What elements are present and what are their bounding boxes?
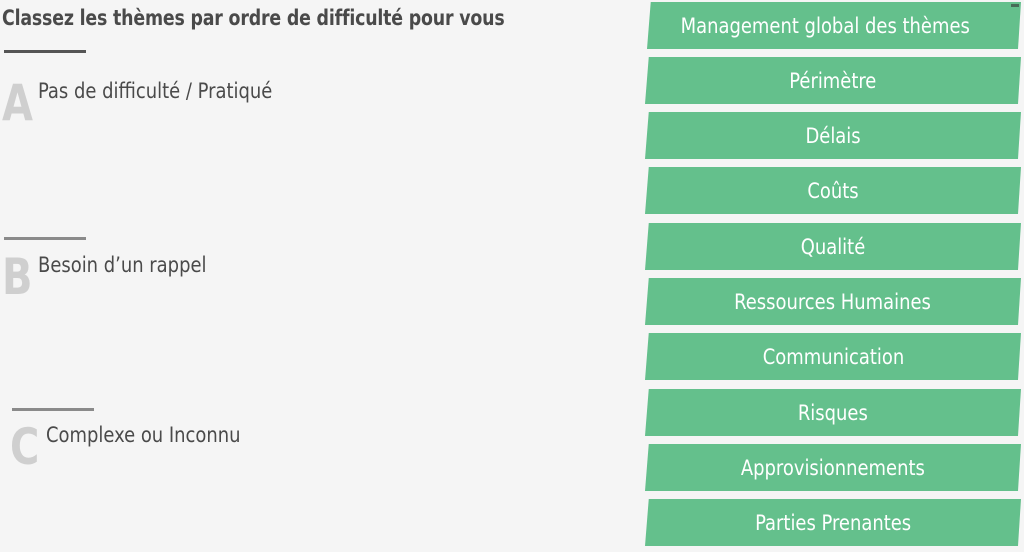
theme-card-communication[interactable]: Communication: [645, 333, 1021, 380]
theme-card-label: Délais: [805, 123, 861, 148]
category-letter-a: A: [2, 74, 33, 132]
category-label-a: Pas de difficulté / Pratiqué: [38, 79, 273, 103]
title-underline: [4, 50, 86, 53]
theme-card-label: Parties Prenantes: [754, 510, 912, 535]
theme-card-label: Risques: [797, 400, 868, 425]
category-letter-c: C: [10, 418, 40, 476]
theme-card-label: Coûts: [807, 178, 859, 203]
theme-card-ressources-humaines[interactable]: Ressources Humaines: [645, 278, 1021, 325]
theme-card-label: Management global des thèmes: [680, 13, 970, 38]
theme-card-label: Périmètre: [789, 68, 877, 93]
theme-card-management-global[interactable]: Management global des thèmes: [647, 2, 1021, 49]
category-label-b: Besoin d’un rappel: [38, 253, 207, 277]
theme-card-risques[interactable]: Risques: [645, 389, 1021, 436]
category-c: C Complexe ou Inconnu: [10, 422, 251, 472]
category-letter-b: B: [2, 248, 33, 306]
theme-card-approvisionnements[interactable]: Approvisionnements: [645, 444, 1021, 491]
theme-card-couts[interactable]: Coûts: [645, 167, 1021, 214]
card-corner-mark: [1011, 4, 1019, 7]
theme-card-label: Communication: [762, 344, 904, 369]
category-c-divider: [12, 408, 94, 411]
category-b-divider: [4, 237, 86, 240]
page-title: Classez les thèmes par ordre de difficul…: [2, 6, 505, 30]
theme-card-delais[interactable]: Délais: [645, 112, 1021, 159]
theme-card-label: Ressources Humaines: [734, 289, 932, 314]
theme-card-parties-prenantes[interactable]: Parties Prenantes: [645, 499, 1021, 546]
theme-card-perimetre[interactable]: Périmètre: [645, 57, 1021, 104]
theme-card-label: Qualité: [800, 234, 866, 259]
theme-card-qualite[interactable]: Qualité: [645, 223, 1021, 270]
category-a: A Pas de difficulté / Pratiqué: [2, 78, 285, 128]
theme-card-label: Approvisionnements: [740, 455, 926, 480]
category-b: B Besoin d’un rappel: [2, 252, 215, 302]
category-label-c: Complexe ou Inconnu: [46, 423, 241, 447]
theme-card-list: Management global des thèmes Périmètre D…: [645, 0, 1024, 552]
